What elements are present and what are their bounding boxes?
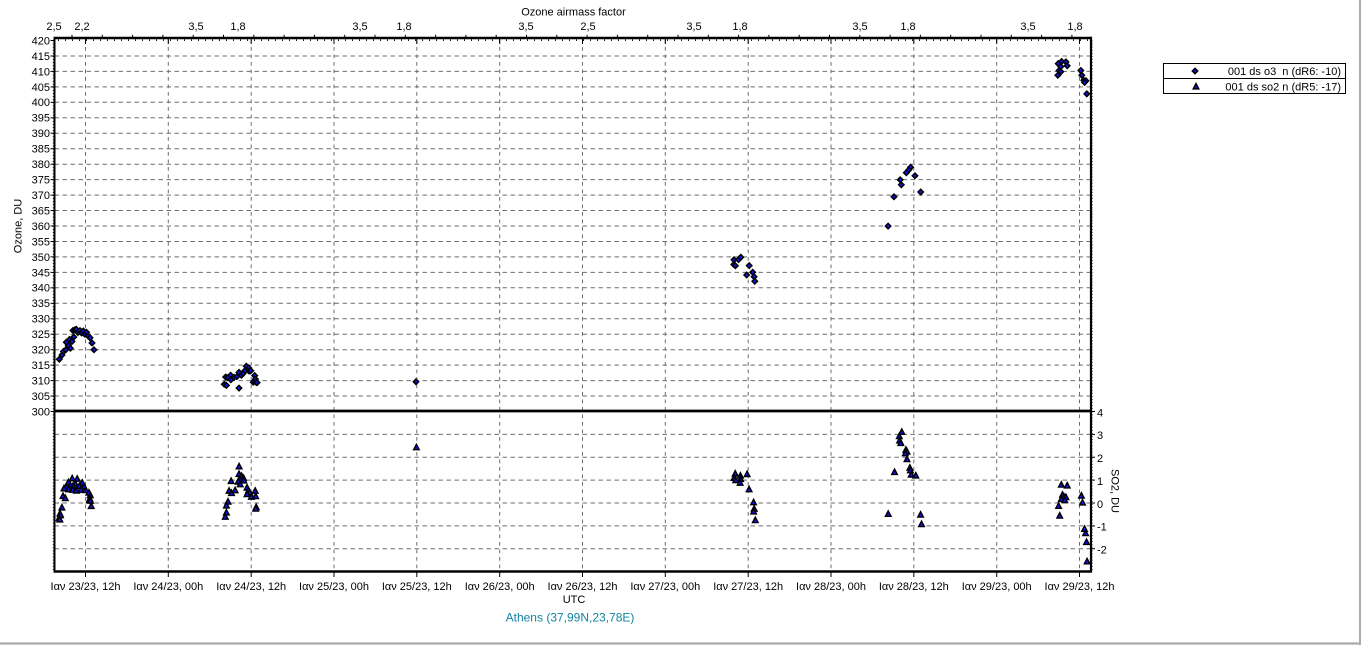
svg-text:Ιαν 26/23, 00h: Ιαν 26/23, 00h — [465, 581, 535, 593]
svg-text:2,5: 2,5 — [580, 21, 595, 33]
svg-text:330: 330 — [32, 314, 50, 326]
svg-text:415: 415 — [32, 51, 50, 63]
svg-text:3,5: 3,5 — [188, 21, 203, 33]
svg-text:Ιαν 27/23, 00h: Ιαν 27/23, 00h — [630, 581, 700, 593]
svg-text:Ιαν 25/23, 00h: Ιαν 25/23, 00h — [299, 581, 369, 593]
svg-text:315: 315 — [32, 360, 50, 372]
svg-text:345: 345 — [32, 267, 50, 279]
svg-text:390: 390 — [32, 128, 50, 140]
svg-text:SO2, DU: SO2, DU — [1109, 469, 1121, 513]
svg-text:Ιαν 28/23, 12h: Ιαν 28/23, 12h — [879, 581, 949, 593]
svg-text:2,5: 2,5 — [46, 21, 61, 33]
svg-text:001 ds so2 n (dR5: -17): 001 ds so2 n (dR5: -17) — [1225, 82, 1341, 94]
svg-text:1: 1 — [1097, 476, 1103, 488]
svg-text:395: 395 — [32, 113, 50, 125]
svg-text:300: 300 — [32, 406, 50, 418]
svg-text:Ιαν 25/23, 12h: Ιαν 25/23, 12h — [382, 581, 452, 593]
svg-text:4: 4 — [1097, 407, 1103, 419]
svg-text:305: 305 — [32, 391, 50, 403]
svg-text:1,8: 1,8 — [732, 21, 747, 33]
svg-text:2: 2 — [1097, 453, 1103, 465]
svg-text:325: 325 — [32, 329, 50, 341]
svg-text:365: 365 — [32, 205, 50, 217]
svg-text:370: 370 — [32, 190, 50, 202]
svg-text:Ιαν 26/23, 12h: Ιαν 26/23, 12h — [548, 581, 618, 593]
svg-text:3,5: 3,5 — [686, 21, 701, 33]
svg-text:1,8: 1,8 — [1067, 21, 1082, 33]
svg-text:3,5: 3,5 — [852, 21, 867, 33]
svg-text:385: 385 — [32, 144, 50, 156]
svg-text:335: 335 — [32, 298, 50, 310]
svg-text:310: 310 — [32, 376, 50, 388]
svg-text:3,5: 3,5 — [518, 21, 533, 33]
svg-text:375: 375 — [32, 175, 50, 187]
svg-text:360: 360 — [32, 221, 50, 233]
svg-text:0: 0 — [1097, 499, 1103, 511]
svg-text:1,8: 1,8 — [396, 21, 411, 33]
svg-text:380: 380 — [32, 159, 50, 171]
svg-text:400: 400 — [32, 97, 50, 109]
svg-text:340: 340 — [32, 283, 50, 295]
svg-text:355: 355 — [32, 236, 50, 248]
svg-text:UTC: UTC — [563, 594, 586, 606]
svg-text:-2: -2 — [1097, 545, 1107, 557]
svg-text:1,8: 1,8 — [900, 21, 915, 33]
svg-text:Ιαν 29/23, 12h: Ιαν 29/23, 12h — [1045, 581, 1115, 593]
svg-text:Ozone airmass factor: Ozone airmass factor — [521, 7, 626, 19]
svg-text:Ιαν 27/23, 12h: Ιαν 27/23, 12h — [713, 581, 783, 593]
svg-text:410: 410 — [32, 66, 50, 78]
svg-text:420: 420 — [32, 35, 50, 47]
svg-text:3,5: 3,5 — [1020, 21, 1035, 33]
svg-text:320: 320 — [32, 345, 50, 357]
svg-text:Ozone, DU: Ozone, DU — [13, 199, 25, 253]
svg-text:2,2: 2,2 — [74, 21, 89, 33]
svg-text:Ιαν 24/23, 00h: Ιαν 24/23, 00h — [133, 581, 203, 593]
svg-text:Ιαν 28/23, 00h: Ιαν 28/23, 00h — [796, 581, 866, 593]
svg-text:350: 350 — [32, 252, 50, 264]
svg-text:001 ds o3 n (dR6: -10): 001 ds o3 n (dR6: -10) — [1228, 66, 1341, 78]
svg-text:Athens (37,99N,23,78E): Athens (37,99N,23,78E) — [506, 611, 635, 625]
svg-text:-1: -1 — [1097, 522, 1107, 534]
svg-text:3: 3 — [1097, 430, 1103, 442]
svg-text:1,8: 1,8 — [230, 21, 245, 33]
svg-text:Ιαν 29/23, 00h: Ιαν 29/23, 00h — [962, 581, 1032, 593]
svg-text:Ιαν 23/23, 12h: Ιαν 23/23, 12h — [51, 581, 121, 593]
svg-text:3,5: 3,5 — [352, 21, 367, 33]
svg-text:405: 405 — [32, 82, 50, 94]
svg-text:Ιαν 24/23, 12h: Ιαν 24/23, 12h — [216, 581, 286, 593]
